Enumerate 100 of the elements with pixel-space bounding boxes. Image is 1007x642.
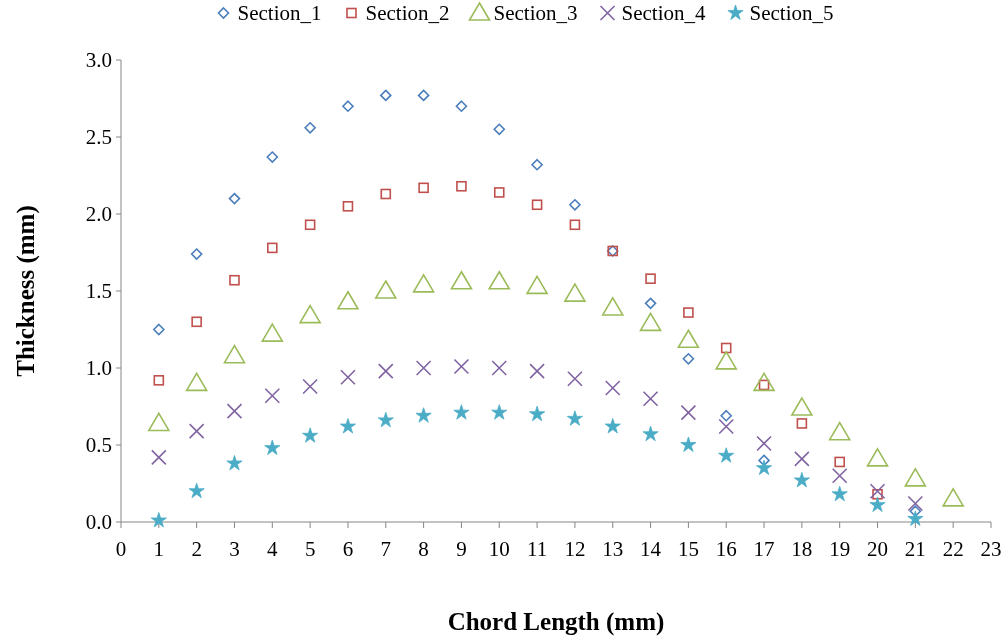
- point: [604, 380, 621, 396]
- point: [718, 418, 735, 435]
- point: [148, 412, 170, 432]
- x-tick-label: 6: [342, 537, 354, 561]
- x-tick-label: 19: [829, 537, 851, 561]
- point: [796, 418, 808, 429]
- point: [418, 182, 429, 194]
- y-tick-label: 1.5: [85, 279, 112, 304]
- point: [417, 89, 430, 102]
- point: [339, 418, 356, 434]
- legend-label: Section_3: [493, 1, 578, 25]
- point: [907, 495, 924, 512]
- point: [337, 290, 359, 310]
- point: [720, 409, 733, 422]
- point: [493, 123, 506, 136]
- x-tick-label: 23: [980, 537, 1002, 561]
- point: [261, 323, 284, 342]
- point: [831, 468, 848, 484]
- y-tick-label: 2.0: [85, 202, 112, 227]
- point: [415, 407, 432, 423]
- point: [942, 488, 964, 507]
- x-tick-label: 7: [380, 537, 392, 561]
- point: [151, 449, 167, 466]
- point: [907, 510, 924, 526]
- point: [531, 199, 543, 211]
- point: [645, 273, 656, 284]
- x-tick-label: 20: [867, 537, 889, 561]
- x-tick-label: 12: [564, 537, 586, 561]
- x-tick-label: 15: [677, 537, 699, 561]
- point: [488, 270, 511, 290]
- legend-label: Section_2: [365, 1, 450, 25]
- point: [453, 404, 470, 420]
- y-tick-label: 3.0: [85, 48, 112, 73]
- point: [377, 363, 394, 379]
- point: [718, 447, 735, 463]
- point: [415, 360, 432, 376]
- point: [456, 180, 467, 192]
- point: [677, 329, 700, 349]
- x-tick-label: 3: [229, 537, 240, 561]
- point: [264, 439, 281, 455]
- x-tick-label: 0: [115, 537, 127, 561]
- x-tick-label: 11: [526, 537, 548, 561]
- y-tick-label: 1.0: [85, 356, 112, 381]
- point: [869, 496, 886, 512]
- point: [531, 158, 543, 171]
- point: [153, 323, 165, 336]
- point: [791, 397, 813, 416]
- point: [304, 219, 316, 231]
- point: [453, 358, 470, 375]
- point: [188, 482, 205, 499]
- point: [793, 472, 810, 488]
- point: [794, 451, 810, 467]
- point: [190, 248, 203, 260]
- point: [491, 360, 508, 376]
- point: [529, 363, 545, 379]
- point: [567, 370, 583, 387]
- point: [267, 242, 278, 254]
- point: [493, 187, 505, 198]
- point: [228, 192, 241, 205]
- point: [264, 387, 281, 404]
- x-tick-label: 8: [418, 537, 429, 561]
- point: [683, 307, 694, 318]
- point: [564, 283, 586, 302]
- y-tick-label: 0.0: [85, 510, 112, 535]
- point: [266, 151, 279, 163]
- point: [526, 275, 548, 295]
- point: [185, 372, 208, 392]
- point: [491, 404, 508, 420]
- y-axis-title: Thickness (mm): [12, 205, 40, 377]
- point: [639, 312, 662, 332]
- point: [715, 351, 738, 370]
- x-tick-label: 18: [791, 537, 813, 561]
- x-tick-label: 2: [191, 537, 202, 561]
- point: [756, 435, 772, 452]
- point: [756, 459, 773, 475]
- point: [153, 375, 165, 386]
- point: [904, 468, 927, 487]
- point: [569, 198, 581, 211]
- x-tick-label: 21: [904, 537, 926, 561]
- x-tick-label: 16: [715, 537, 737, 561]
- point: [642, 391, 659, 407]
- point: [302, 378, 318, 395]
- point: [680, 436, 697, 452]
- x-tick-label: 14: [640, 537, 662, 561]
- point: [529, 405, 546, 422]
- point: [872, 488, 883, 500]
- legend-label: Section_1: [237, 1, 322, 25]
- point: [223, 344, 246, 364]
- x-tick-label: 17: [753, 537, 775, 561]
- x-tick-label: 1: [153, 537, 165, 561]
- legend-label: Section_4: [621, 1, 706, 25]
- point: [299, 304, 321, 324]
- x-tick-label: 10: [488, 537, 510, 561]
- point: [642, 425, 659, 442]
- point: [455, 100, 468, 112]
- point: [682, 352, 695, 365]
- x-tick-label: 5: [304, 537, 316, 561]
- point: [374, 280, 397, 299]
- point: [866, 448, 889, 467]
- x-axis-title: Chord Length (mm): [447, 608, 665, 636]
